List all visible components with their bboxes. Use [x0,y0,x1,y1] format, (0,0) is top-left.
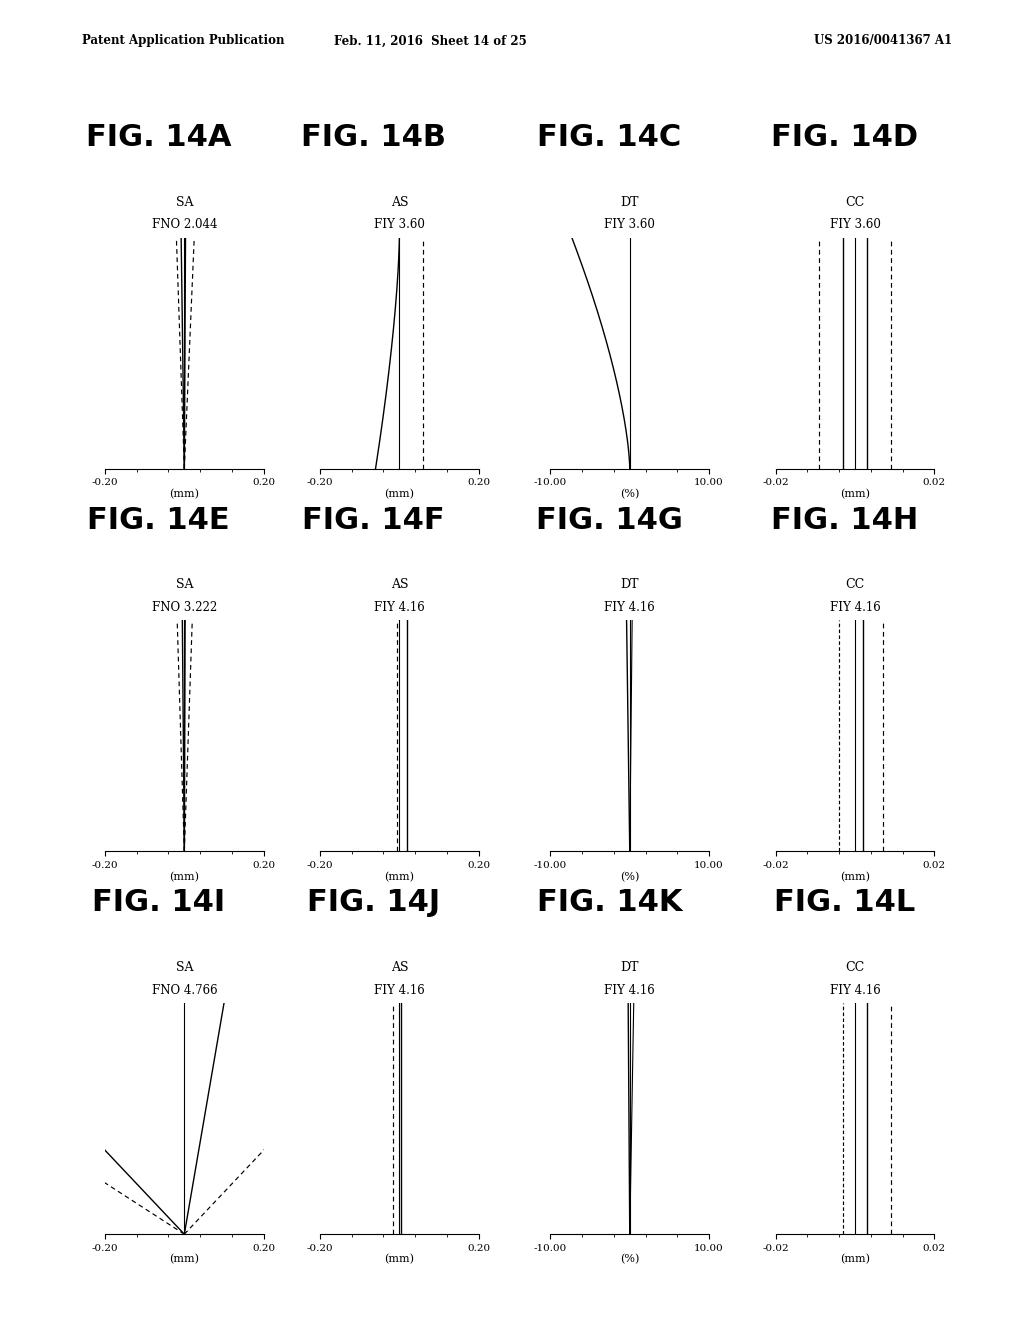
Text: FIG. 14L: FIG. 14L [774,888,915,917]
Text: FIG. 14I: FIG. 14I [92,888,225,917]
X-axis label: (mm): (mm) [840,871,870,882]
Text: FIY 4.16: FIY 4.16 [374,601,425,614]
X-axis label: (mm): (mm) [384,871,415,882]
Text: DT: DT [621,578,639,591]
Text: FIY 3.60: FIY 3.60 [604,218,655,231]
X-axis label: (mm): (mm) [169,1254,200,1265]
Text: DT: DT [621,961,639,974]
Text: FIG. 14C: FIG. 14C [538,123,681,152]
Text: SA: SA [175,195,194,209]
Text: FIY 4.16: FIY 4.16 [604,601,655,614]
Text: CC: CC [846,961,864,974]
Text: FIG. 14J: FIG. 14J [307,888,440,917]
Text: FIG. 14G: FIG. 14G [536,506,683,535]
Text: CC: CC [846,195,864,209]
Text: FIY 3.60: FIY 3.60 [374,218,425,231]
Text: FIG. 14D: FIG. 14D [771,123,919,152]
X-axis label: (mm): (mm) [169,488,200,499]
X-axis label: (%): (%) [621,488,639,499]
Text: FIG. 14K: FIG. 14K [537,888,682,917]
Text: DT: DT [621,195,639,209]
Text: CC: CC [846,578,864,591]
Text: FIY 4.16: FIY 4.16 [374,983,425,997]
Text: FNO 3.222: FNO 3.222 [152,601,217,614]
Text: FIG. 14F: FIG. 14F [302,506,445,535]
Text: AS: AS [390,578,409,591]
Text: FIY 3.60: FIY 3.60 [829,218,881,231]
Text: FNO 2.044: FNO 2.044 [152,218,217,231]
X-axis label: (mm): (mm) [169,871,200,882]
X-axis label: (mm): (mm) [840,1254,870,1265]
X-axis label: (mm): (mm) [840,488,870,499]
Text: US 2016/0041367 A1: US 2016/0041367 A1 [814,34,952,48]
Text: FIG. 14A: FIG. 14A [86,123,231,152]
Text: Patent Application Publication: Patent Application Publication [82,34,285,48]
Text: AS: AS [390,195,409,209]
Text: SA: SA [175,578,194,591]
Text: FIG. 14H: FIG. 14H [771,506,919,535]
X-axis label: (mm): (mm) [384,488,415,499]
Text: FIY 4.16: FIY 4.16 [829,601,881,614]
X-axis label: (mm): (mm) [384,1254,415,1265]
Text: FIY 4.16: FIY 4.16 [829,983,881,997]
Text: FIG. 14B: FIG. 14B [301,123,446,152]
Text: AS: AS [390,961,409,974]
X-axis label: (%): (%) [621,871,639,882]
Text: FIY 4.16: FIY 4.16 [604,983,655,997]
X-axis label: (%): (%) [621,1254,639,1265]
Text: SA: SA [175,961,194,974]
Text: FIG. 14E: FIG. 14E [87,506,230,535]
Text: FNO 4.766: FNO 4.766 [152,983,217,997]
Text: Feb. 11, 2016  Sheet 14 of 25: Feb. 11, 2016 Sheet 14 of 25 [334,34,526,48]
